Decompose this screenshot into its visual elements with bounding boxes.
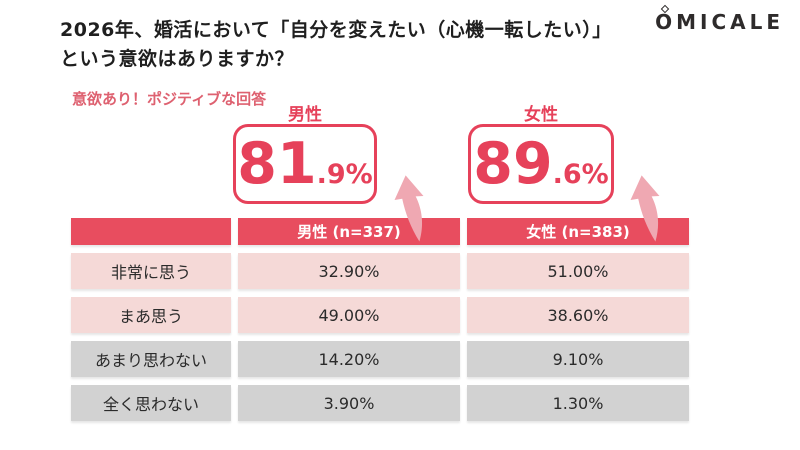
female-value-cell: 9.10% xyxy=(467,341,689,377)
results-table: 男性 (n=337) 女性 (n=383) 非常に思う 32.90% 51.00… xyxy=(71,218,689,421)
female-value-cell: 51.00% xyxy=(467,253,689,289)
female-value-cell: 38.60% xyxy=(467,297,689,333)
ring-icon: O xyxy=(655,10,677,34)
male-group-label: 男性 xyxy=(288,105,322,125)
row-label-cell: まあ思う xyxy=(71,297,231,333)
up-arrow-icon xyxy=(394,175,424,242)
female-value-cell: 1.30% xyxy=(467,385,689,421)
title-line-2: という意欲はありますか？ xyxy=(60,47,295,70)
header-male-cell: 男性 (n=337) xyxy=(238,218,460,245)
male-value-cell: 3.90% xyxy=(238,385,460,421)
brand-logo: OMICALE xyxy=(655,10,784,34)
male-value-cell: 14.20% xyxy=(238,341,460,377)
header-corner-cell xyxy=(71,218,231,245)
logo-text: MICALE xyxy=(676,10,784,34)
male-value-rest: .9% xyxy=(316,159,373,190)
page-title: 2026年、婚活において「自分を変えたい（心機一転したい）」 という意欲はありま… xyxy=(60,16,612,73)
row-label-cell: あまり思わない xyxy=(71,341,231,377)
female-group-label: 女性 xyxy=(524,105,558,125)
row-label-cell: 全く思わない xyxy=(71,385,231,421)
male-value-int: 81 xyxy=(237,131,317,197)
row-label-cell: 非常に思う xyxy=(71,253,231,289)
male-value-cell: 49.00% xyxy=(238,297,460,333)
up-arrow-icon xyxy=(630,175,660,242)
female-value-box: 89.6% xyxy=(468,124,614,204)
title-line-1: 2026年、婚活において「自分を変えたい（心機一転したい）」 xyxy=(60,19,612,41)
female-value-int: 89 xyxy=(473,131,553,197)
male-value-box: 81.9% xyxy=(233,124,377,204)
male-value-cell: 32.90% xyxy=(238,253,460,289)
highlight-caption: 意欲あり！ポジティブな回答 xyxy=(72,90,267,108)
female-value-rest: .6% xyxy=(552,159,609,190)
